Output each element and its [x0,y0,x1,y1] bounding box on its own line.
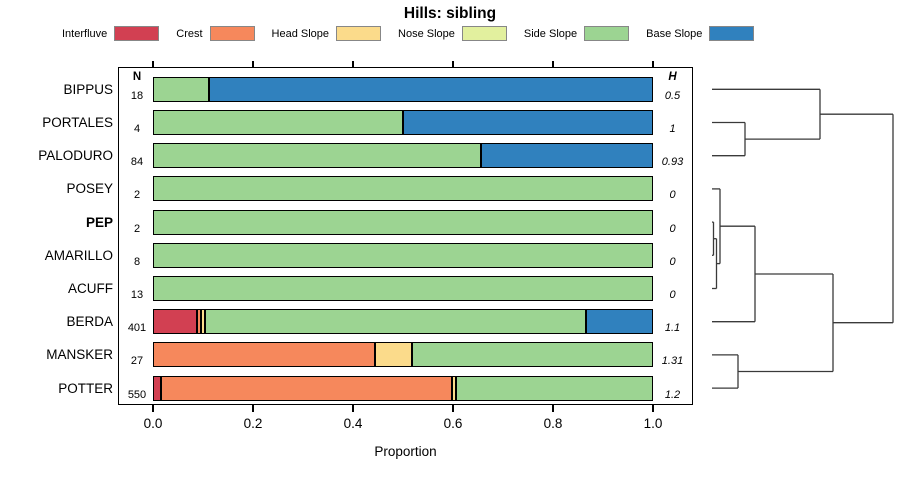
row-label-mansker: MANSKER [46,347,113,363]
bar-segment-mansker-crest [153,342,375,368]
n-value-bippus: 18 [130,89,144,102]
bar-segment-potter-head-slope [451,375,456,401]
x-tick-label: 0.6 [443,416,463,431]
legend-label: Side Slope [523,27,578,40]
bar-segment-berda-base-slope [585,309,653,335]
x-axis-top-tick [652,60,654,68]
bar-segment-berda-head-slope [200,309,205,335]
bar-segment-acuff-side-slope [153,276,653,301]
n-value-amarillo: 8 [133,255,141,268]
h-value-bippus: 0.5 [664,89,681,102]
x-axis-label: Proportion [374,444,437,459]
n-value-portales: 4 [133,123,141,135]
x-tick-label: 0.2 [243,416,263,431]
h-column-header: H [668,71,677,83]
bar-segment-potter-side-slope [455,375,653,401]
bar-segment-potter-interfluve [153,375,161,401]
x-axis-top-tick [252,60,254,68]
x-axis-tick [152,404,154,412]
legend-label: Head Slope [271,27,330,40]
bar-segment-berda-interfluve [153,309,197,335]
h-value-acuff: 0 [669,289,676,301]
row-label-posey: POSEY [66,181,113,197]
n-value-mansker: 27 [130,355,144,368]
bar-segment-berda-crest [196,309,201,335]
row-label-bippus: BIPPUS [63,81,113,97]
bar-segment-bippus-base-slope [208,76,653,102]
legend-item-crest: Crest [176,26,255,41]
row-label-pep: PEP [85,214,113,230]
n-value-paloduro: 84 [130,156,144,169]
legend-label: Crest [176,27,203,40]
legend-label: Interfluve [62,27,108,40]
x-axis-top-tick [152,60,154,68]
n-value-pep: 2 [133,222,141,235]
bar-segment-paloduro-side-slope [153,143,481,169]
row-label-berda: BERDA [66,314,113,330]
legend-item-side-slope: Side Slope [523,26,630,41]
h-value-amarillo: 0 [669,255,676,268]
head-slope-swatch [336,26,382,41]
h-value-mansker: 1.31 [661,355,684,368]
row-label-amarillo: AMARILLO [44,247,113,263]
x-tick-label: 0.0 [143,416,163,431]
x-tick-label: 0.8 [543,416,563,431]
crest-swatch [209,26,255,41]
bar-segment-mansker-head-slope [375,342,412,368]
h-value-paloduro: 0.93 [661,156,684,169]
legend: Interfluve Crest Head Slope Nose Slope Side … [62,26,755,41]
bar-segment-berda-side-slope [204,309,586,335]
n-value-posey: 2 [133,189,141,202]
x-axis-tick [352,404,354,412]
legend-label: Base Slope [646,27,703,40]
bar-segment-mansker-side-slope [412,342,653,368]
x-axis-tick [252,404,254,412]
x-tick-label: 0.4 [343,416,363,431]
legend-item-nose-slope: Nose Slope [398,26,507,41]
n-column-header: N [132,71,142,83]
chart-title: Hills: sibling [403,5,497,22]
interfluve-swatch [114,26,160,41]
n-value-berda: 401 [127,322,147,335]
h-value-posey: 0 [669,189,676,202]
x-axis-top-tick [352,60,354,68]
legend-item-interfluve: Interfluve [62,26,160,41]
row-label-potter: POTTER [58,380,113,396]
h-value-berda: 1.1 [664,322,681,335]
legend-label: Nose Slope [398,27,455,40]
side-slope-swatch [584,26,630,41]
row-label-acuff: ACUFF [68,281,113,296]
row-label-portales: PORTALES [42,115,113,130]
bar-segment-portales-side-slope [153,110,403,135]
x-axis-tick [552,404,554,412]
legend-item-base-slope: Base Slope [646,26,755,41]
x-axis-top-tick [452,60,454,68]
bar-segment-paloduro-base-slope [480,143,653,169]
plot-box [118,67,693,405]
h-value-potter: 1.2 [664,388,681,401]
bar-segment-amarillo-side-slope [153,242,653,268]
x-axis-tick [652,404,654,412]
n-value-potter: 550 [127,388,147,401]
n-value-acuff: 13 [130,289,144,301]
nose-slope-swatch [461,26,507,41]
bar-segment-posey-side-slope [153,176,653,202]
bar-segment-pep-side-slope [153,209,653,235]
bar-segment-potter-crest [160,375,452,401]
x-axis-top-tick [552,60,554,68]
legend-item-head-slope: Head Slope [272,26,382,41]
x-axis-tick [452,404,454,412]
h-value-pep: 0 [669,222,676,235]
bar-segment-bippus-side-slope [153,76,209,102]
bar-segment-portales-base-slope [403,110,653,135]
row-label-paloduro: PALODURO [38,148,113,164]
h-value-portales: 1 [669,123,676,135]
base-slope-swatch [709,26,755,41]
x-tick-label: 1.0 [643,416,663,431]
